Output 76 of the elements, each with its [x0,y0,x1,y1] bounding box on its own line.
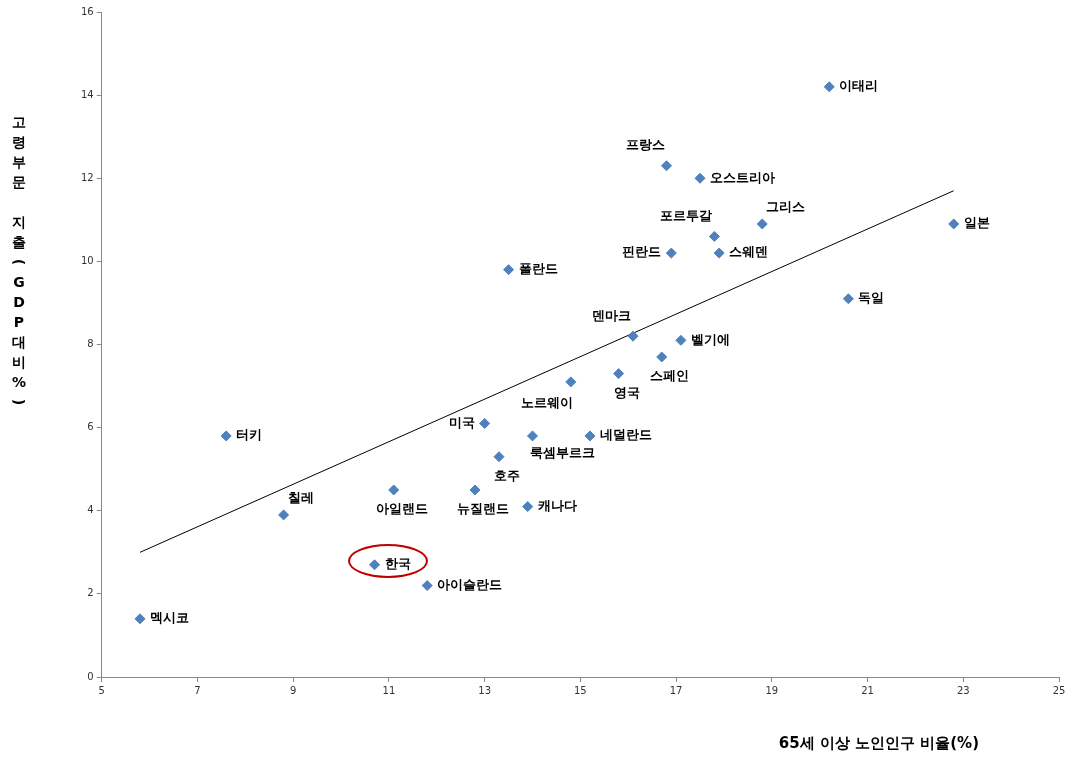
series-label: 일본 [963,215,990,231]
y-tick-label: 4 [87,504,94,516]
series-label: 스페인 [650,368,690,384]
series-label: 터키 [236,427,263,443]
series-label: 호주 [493,468,520,484]
y-tick-label: 8 [87,338,94,350]
x-tick-label: 11 [382,684,396,696]
x-axis-title: 65세 이상 노인인구 비율(%) [778,734,979,753]
series-label: 아일랜드 [375,501,428,517]
point [421,580,433,592]
x-tick-label: 25 [1052,684,1066,696]
point [584,430,596,442]
series-label: 프랑스 [625,137,665,153]
series-label: 벨기에 [690,331,730,347]
point [469,484,481,496]
point [656,351,668,363]
series-label: 영국 [613,384,640,400]
y-tick-label: 16 [80,5,94,17]
x-tick-label: 13 [478,684,491,696]
point [565,376,577,388]
point [842,293,854,305]
point [527,430,538,442]
point [694,172,706,184]
series-label: 한국 [384,556,411,572]
series-label: 핀란드 [622,244,662,260]
point [369,559,381,571]
x-tick-label: 23 [956,684,970,696]
y-tick-label: 14 [80,88,94,100]
y-tick-label: 10 [80,254,94,266]
point [134,613,146,625]
x-tick-label: 21 [861,684,874,696]
series-label: 미국 [448,414,475,430]
series-label: 칠레 [287,490,314,506]
x-tick-label: 19 [765,684,779,696]
text: 고령부문 지출(GDP대비%) [11,114,27,406]
y-tick-label: 0 [87,670,94,682]
series-label: 노르웨이 [520,395,573,411]
series-label: 오스트리아 [710,169,776,185]
series-label: 그리스 [766,199,806,215]
point [627,330,639,342]
series-label: 캐나다 [537,497,577,513]
point [613,368,625,380]
point [661,160,673,172]
point [823,81,835,93]
point [388,484,400,496]
series-label: 독일 [858,290,885,306]
point [756,218,768,230]
series-label: 이태리 [839,78,879,94]
series-label: 뉴질랜드 [457,501,510,517]
series-label: 포르투갈 [660,207,713,223]
series-label: 아이슬란드 [437,576,503,592]
point [503,264,515,276]
point [522,501,534,513]
x-tick-label: 7 [194,684,201,696]
series-label: 룩셈부르크 [530,445,596,461]
series-label: 네덜란드 [599,427,652,443]
x-tick-label: 15 [574,684,587,696]
y-tick-label: 12 [80,171,94,183]
point [278,509,290,521]
point [493,451,505,463]
point [948,218,960,230]
point [708,230,720,242]
series-label: 멕시코 [150,610,190,626]
point [665,247,677,259]
series-label: 덴마크 [592,307,632,323]
point [479,417,491,429]
x-tick-label: 9 [289,684,297,696]
x-tick-label: 17 [669,684,683,696]
x-tick-label: 5 [98,684,105,696]
series-label: 폴란드 [518,261,558,277]
point [220,430,232,442]
y-tick-label: 6 [87,421,94,433]
point [713,247,725,259]
series-label: 스웨덴 [729,244,769,260]
point [675,334,687,346]
y-tick-label: 2 [87,587,94,599]
